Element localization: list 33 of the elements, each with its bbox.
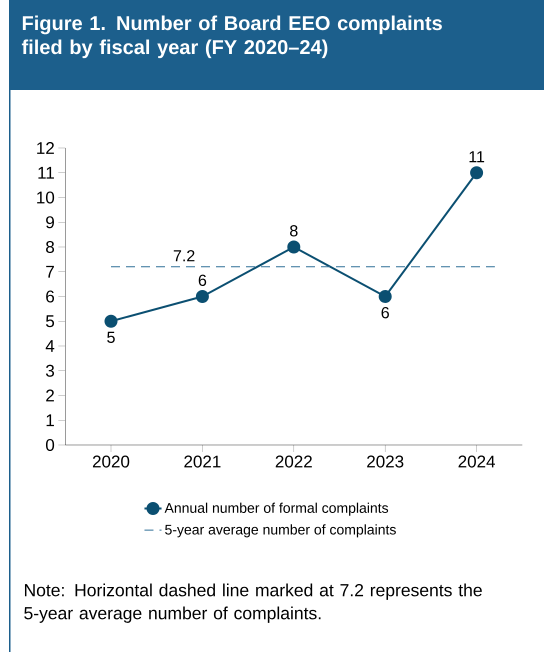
y-tick-label: 0: [46, 438, 54, 452]
y-tick-label: 2: [46, 390, 54, 402]
data-label: 8: [290, 225, 298, 236]
y-tick-label: 1: [46, 414, 54, 426]
y-tick-label: 6: [46, 290, 54, 303]
point: [378, 290, 392, 303]
data-label: 6: [382, 307, 389, 318]
y-tick-label: 10: [37, 191, 54, 204]
y-tick-label: 8: [46, 240, 54, 254]
annotation: 7.2: [174, 250, 194, 262]
legend-label: 5-year average number of complaints: [165, 524, 396, 538]
x-tick-label: 2021: [184, 456, 220, 468]
y-tick-label: 3: [46, 364, 54, 377]
x-tick-label: 2020: [92, 456, 130, 468]
x-tick-label: 2024: [458, 456, 495, 468]
y-tick-label: 7: [46, 266, 54, 278]
x-tick-label: 2022: [276, 456, 312, 468]
point: [287, 240, 300, 254]
x-tick-label: 2023: [367, 456, 404, 468]
y-tick-label: 4: [46, 340, 54, 352]
y-tick-label: 12: [37, 142, 54, 154]
data-label: 5: [107, 332, 115, 343]
y-tick-label: 11: [38, 166, 54, 179]
text: Note: Horizontal dashed line marked at 7.2 represents the 5-year average number of complaints.: [24, 584, 482, 623]
data-label: 6: [198, 274, 206, 286]
point: [196, 290, 209, 303]
y-tick-label: 9: [46, 216, 54, 228]
legend-label: Annual number of formal complaints: [164, 502, 388, 516]
y-tick-label: 5: [46, 315, 54, 328]
chart-title: Figure 1. Number of Board EEO complaints filed by fiscal year (FY 2020–24): [22, 16, 442, 58]
point: [470, 166, 484, 180]
data-label: 11: [470, 151, 484, 162]
point: [104, 314, 118, 328]
